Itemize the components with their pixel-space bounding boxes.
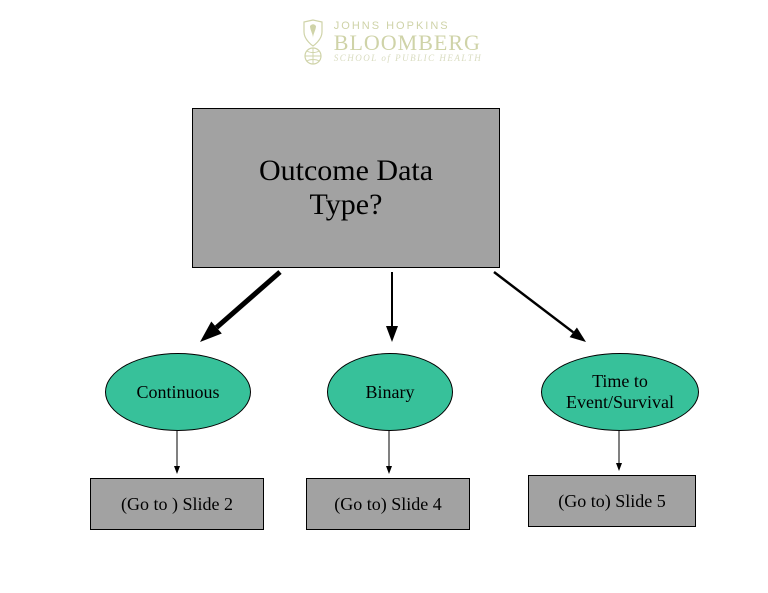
ellipse-continuous-label: Continuous	[136, 382, 219, 403]
goto-slide5-box: (Go to) Slide 5	[528, 475, 696, 527]
ellipse-binary-label: Binary	[366, 382, 415, 403]
goto-slide4-label: (Go to) Slide 4	[334, 494, 442, 515]
ellipse-survival-line1: Time to	[566, 371, 674, 392]
root-question-text: Outcome Data Type?	[259, 154, 433, 222]
ellipse-survival-text: Time to Event/Survival	[566, 371, 674, 412]
goto-slide5-label: (Go to) Slide 5	[558, 491, 666, 512]
logo: JOHNS HOPKINS BLOOMBERG SCHOOL of PUBLIC…	[270, 18, 510, 71]
ellipse-survival: Time to Event/Survival	[541, 353, 699, 431]
shield-globe-icon	[298, 18, 328, 66]
logo-text: JOHNS HOPKINS BLOOMBERG SCHOOL of PUBLIC…	[334, 21, 482, 63]
logo-line2: BLOOMBERG	[334, 32, 482, 54]
root-question-box: Outcome Data Type?	[192, 108, 500, 268]
root-line2: Type?	[259, 188, 433, 222]
ellipse-survival-line2: Event/Survival	[566, 392, 674, 413]
ellipse-binary: Binary	[327, 353, 453, 431]
logo-line3: SCHOOL of PUBLIC HEALTH	[334, 54, 482, 63]
ellipse-continuous: Continuous	[105, 353, 251, 431]
logo-inline: JOHNS HOPKINS BLOOMBERG SCHOOL of PUBLIC…	[298, 18, 482, 66]
goto-slide2-label: (Go to ) Slide 2	[121, 494, 233, 515]
root-line1: Outcome Data	[259, 154, 433, 188]
goto-slide4-box: (Go to) Slide 4	[306, 478, 470, 530]
goto-slide2-box: (Go to ) Slide 2	[90, 478, 264, 530]
